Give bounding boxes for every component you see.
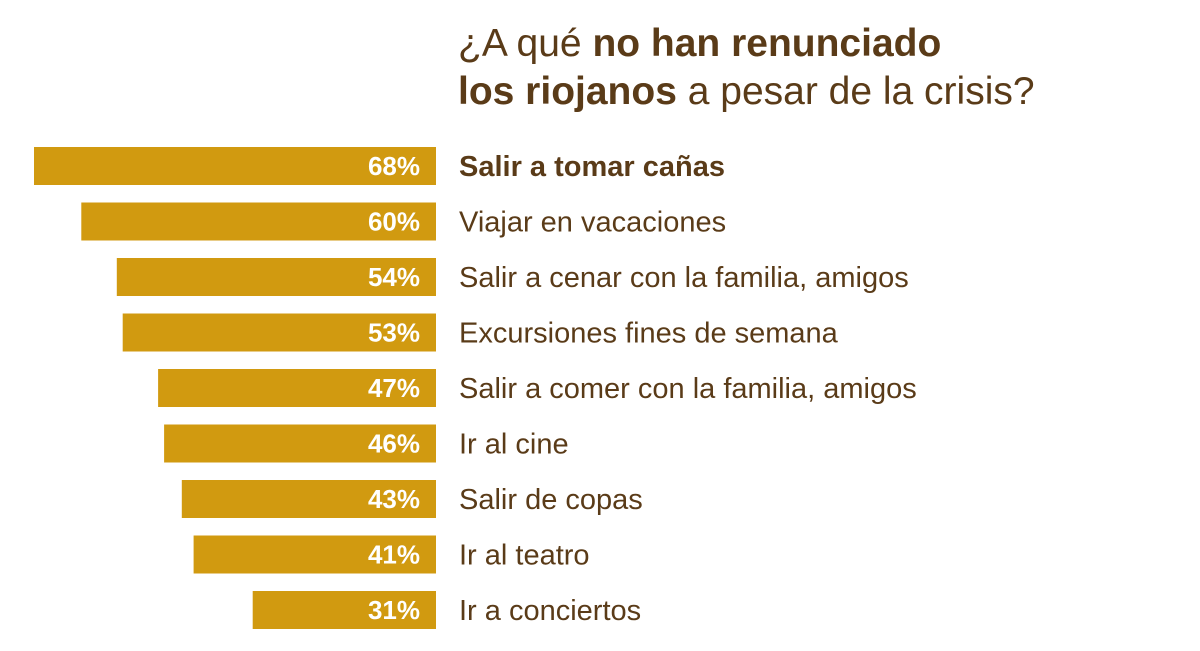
value-label-2: 60% xyxy=(368,207,420,237)
title-line-2-bold: los riojanos xyxy=(458,70,677,113)
title-line-1-regular: ¿A qué xyxy=(458,22,593,65)
title-line-2-regular: a pesar de la crisis? xyxy=(676,70,1035,113)
bar-6 xyxy=(164,424,436,463)
value-label-9: 31% xyxy=(368,595,420,625)
category-label-6: Ir al cine xyxy=(459,429,569,461)
value-label-6: 46% xyxy=(368,429,420,459)
title-line-1: ¿A qué no han renunciado xyxy=(458,20,1035,68)
value-label-7: 43% xyxy=(368,484,420,514)
title-line-2: los riojanos a pesar de la crisis? xyxy=(458,68,1035,116)
chart-title: ¿A qué no han renunciado los riojanos a … xyxy=(458,20,1035,116)
category-label-4: Excursiones fines de semana xyxy=(459,318,839,350)
bar-5 xyxy=(158,369,436,407)
category-label-5: Salir a comer con la familia, amigos xyxy=(459,373,917,405)
bar-2 xyxy=(81,202,437,241)
bar-4 xyxy=(122,313,436,352)
value-label-3: 54% xyxy=(368,262,420,292)
title-line-1-bold: no han renunciado xyxy=(592,22,942,65)
value-label-5: 47% xyxy=(368,373,420,403)
category-label-7: Salir de copas xyxy=(459,484,643,516)
category-label-9: Ir a conciertos xyxy=(459,595,641,627)
category-label-3: Salir a cenar con la familia, amigos xyxy=(459,262,909,294)
bar-1 xyxy=(34,147,436,185)
value-label-4: 53% xyxy=(368,318,420,348)
bar-8 xyxy=(193,535,436,574)
value-label-1: 68% xyxy=(368,151,420,181)
category-label-1: Salir a tomar cañas xyxy=(459,151,725,183)
category-label-8: Ir al teatro xyxy=(459,540,590,572)
bar-3 xyxy=(116,258,437,296)
bar-7 xyxy=(181,480,436,518)
bar-9 xyxy=(252,591,436,629)
category-label-2: Viajar en vacaciones xyxy=(459,207,726,239)
value-label-8: 41% xyxy=(368,540,420,570)
